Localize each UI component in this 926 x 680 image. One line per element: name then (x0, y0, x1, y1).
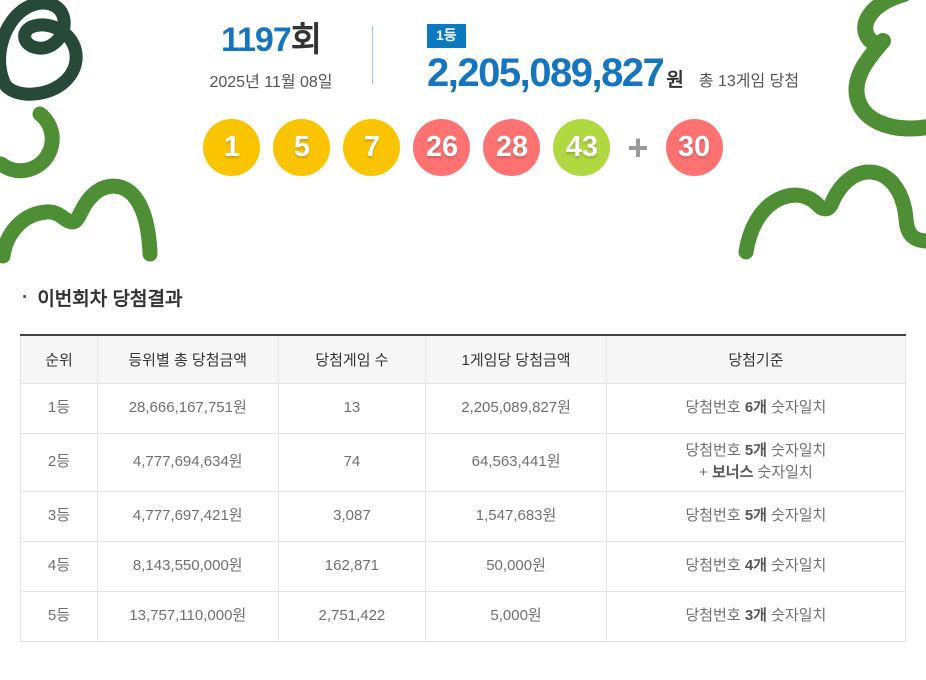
table-row: 1등 28,666,167,751원 13 2,205,089,827원 당첨번호 6개… (20, 382, 907, 434)
title-bullet: · (22, 286, 29, 308)
column-header: 등위별 총 당첨금액 (96, 335, 279, 384)
lotto-ball: 1 (203, 119, 261, 176)
column-header: 당첨게임 수 (277, 335, 427, 384)
round-number-value: 1197 (220, 21, 292, 59)
lotto-ball: 26 (413, 119, 471, 176)
criteria-cell: 당첨번호 5개 숫자일치 (605, 490, 907, 542)
rank-cell: 1등 (20, 382, 98, 434)
winner-count-cell: 3,087 (277, 490, 427, 542)
bonus-ball: 30 (665, 119, 723, 176)
round-number: 1197회 (170, 21, 372, 59)
total-prize-cell: 28,666,167,751원 (96, 382, 279, 434)
lotto-ball: 7 (343, 119, 401, 176)
results-section: · 이번회차 당첨결과 순위 등위별 총 당첨금액 당첨게임 수 1게임당 당첨금액 당첨… (20, 284, 907, 642)
criteria-cell: 당첨번호 3개 숫자일치 (605, 590, 907, 642)
per-game-prize-cell: 64,563,441원 (425, 432, 607, 492)
table-row: 2등 4,777,694,634원 74 64,563,441원 당첨번호 5개 숫자일… (20, 432, 907, 492)
table-header-row: 순위 등위별 총 당첨금액 당첨게임 수 1게임당 당첨금액 당첨기준 (20, 335, 907, 384)
criteria-cell: 당첨번호 6개 숫자일치 (605, 382, 907, 434)
total-prize-cell: 4,777,697,421원 (96, 490, 279, 542)
per-game-prize-cell: 1,547,683원 (425, 490, 607, 542)
cloud-wave-left-icon (0, 178, 158, 264)
total-prize-cell: 13,757,110,000원 (96, 590, 279, 642)
rank-cell: 3등 (20, 490, 98, 542)
results-table: 순위 등위별 총 당첨금액 당첨게임 수 1게임당 당첨금액 당첨기준 1등 28,666… (20, 334, 907, 642)
total-games-won: 총 13게임 당첨 (698, 72, 800, 90)
winner-count-cell: 2,751,422 (277, 590, 427, 642)
winner-count-cell: 13 (277, 382, 427, 434)
divider (372, 26, 373, 84)
total-prize-cell: 8,143,550,000원 (96, 540, 279, 592)
rank-cell: 5등 (20, 590, 98, 642)
column-header: 1게임당 당첨금액 (425, 335, 607, 384)
rank-cell: 4등 (20, 540, 98, 592)
lotto-ball: 5 (273, 119, 331, 176)
clover-doodle-icon (0, 0, 83, 101)
section-title-text: 이번회차 당첨결과 (37, 289, 183, 310)
column-header: 당첨기준 (605, 335, 907, 384)
criteria-cell: 당첨번호 5개 숫자일치 + 보너스 숫자일치 (605, 432, 907, 492)
round-number-suffix: 회 (290, 21, 322, 59)
per-game-prize-cell: 5,000원 (425, 590, 607, 642)
section-title: · 이번회차 당첨결과 (20, 284, 906, 311)
column-header: 순위 (20, 335, 98, 384)
lotto-ball: 28 (483, 119, 541, 176)
lotto-ball: 43 (553, 119, 611, 176)
criteria-cell: 당첨번호 4개 숫자일치 (605, 540, 907, 592)
cloud-wave-right-icon (738, 164, 926, 260)
per-game-prize-cell: 2,205,089,827원 (425, 382, 607, 434)
per-game-prize-cell: 50,000원 (425, 540, 607, 592)
rank-badge: 1등 (427, 24, 466, 48)
round-block: 1197회 2025년 11월 08일 (170, 21, 372, 92)
total-prize-cell: 4,777,694,634원 (96, 432, 279, 492)
table-row: 5등 13,757,110,000원 2,751,422 5,000원 당첨번호 3개 … (20, 590, 907, 642)
rank-cell: 2등 (20, 432, 98, 492)
winner-count-cell: 74 (277, 432, 427, 492)
winner-count-cell: 162,871 (277, 540, 427, 592)
plus-icon: + (627, 126, 649, 168)
prize-unit: 원 (666, 69, 684, 91)
table-row: 4등 8,143,550,000원 162,871 50,000원 당첨번호 4개 숫자… (20, 540, 907, 592)
prize-amount-line: 2,205,089,827 원 총 13게임 당첨 (427, 53, 799, 93)
prize-amount: 2,205,089,827 (427, 50, 665, 95)
draw-date: 2025년 11월 08일 (209, 74, 333, 92)
tree-doodle-icon (848, 0, 926, 137)
first-prize-block: 1등 2,205,089,827 원 총 13게임 당첨 (427, 24, 799, 93)
winning-numbers: 1 5 7 26 28 43 +30 (0, 119, 926, 176)
table-row: 3등 4,777,697,421원 3,087 1,547,683원 당첨번호 5개 숫… (20, 490, 907, 542)
